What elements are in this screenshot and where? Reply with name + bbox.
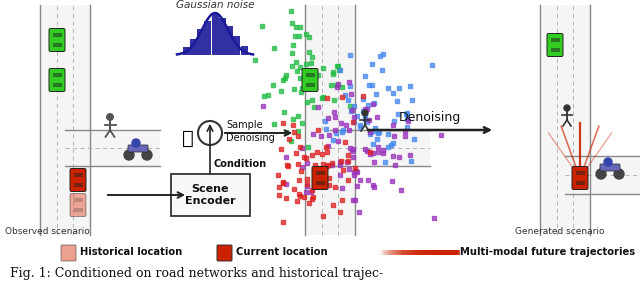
- Text: Current location: Current location: [236, 247, 328, 257]
- Circle shape: [604, 158, 612, 166]
- Bar: [197, 29, 204, 55]
- Text: Historical location: Historical location: [80, 247, 182, 257]
- FancyBboxPatch shape: [312, 166, 328, 190]
- Bar: [550, 48, 559, 52]
- Text: Denoising: Denoising: [399, 112, 461, 125]
- Bar: [305, 83, 314, 87]
- Text: Observed scenario: Observed scenario: [5, 227, 90, 236]
- Text: Gaussian noise: Gaussian noise: [176, 0, 254, 10]
- Bar: [565, 156, 640, 194]
- Circle shape: [132, 139, 140, 147]
- Circle shape: [198, 121, 222, 145]
- Bar: [40, 5, 90, 235]
- FancyBboxPatch shape: [70, 193, 86, 217]
- FancyBboxPatch shape: [600, 164, 620, 171]
- Bar: [74, 208, 83, 212]
- Bar: [182, 47, 189, 55]
- Bar: [219, 18, 226, 55]
- Text: Sample: Sample: [226, 120, 262, 130]
- Bar: [211, 13, 218, 55]
- FancyBboxPatch shape: [128, 145, 148, 152]
- Bar: [241, 46, 248, 55]
- Text: 👍: 👍: [182, 129, 194, 147]
- Bar: [226, 25, 233, 55]
- Text: Condition: Condition: [214, 159, 267, 169]
- FancyBboxPatch shape: [70, 168, 86, 192]
- FancyBboxPatch shape: [572, 166, 588, 190]
- Bar: [233, 36, 240, 55]
- Bar: [74, 198, 83, 202]
- Bar: [575, 181, 584, 185]
- Bar: [74, 183, 83, 187]
- FancyBboxPatch shape: [61, 245, 76, 261]
- Bar: [52, 43, 61, 47]
- Bar: [550, 38, 559, 42]
- Circle shape: [564, 105, 570, 111]
- Bar: [330, 130, 430, 166]
- Bar: [65, 130, 160, 166]
- Bar: [316, 181, 324, 185]
- FancyBboxPatch shape: [170, 174, 250, 216]
- Text: Multi-modal future trajectories: Multi-modal future trajectories: [460, 247, 635, 257]
- Bar: [52, 73, 61, 77]
- Bar: [204, 21, 211, 55]
- FancyBboxPatch shape: [49, 28, 65, 52]
- FancyBboxPatch shape: [217, 245, 232, 261]
- Circle shape: [107, 114, 113, 120]
- Text: Generated scenario: Generated scenario: [515, 227, 605, 236]
- Bar: [52, 83, 61, 87]
- Circle shape: [124, 150, 134, 160]
- FancyBboxPatch shape: [547, 33, 563, 57]
- Bar: [316, 171, 324, 175]
- Bar: [52, 33, 61, 37]
- Bar: [189, 39, 196, 55]
- Bar: [305, 73, 314, 77]
- Circle shape: [142, 150, 152, 160]
- FancyBboxPatch shape: [302, 69, 318, 91]
- Bar: [575, 171, 584, 175]
- FancyBboxPatch shape: [49, 69, 65, 91]
- Circle shape: [596, 169, 606, 179]
- Circle shape: [614, 169, 624, 179]
- Bar: [74, 173, 83, 177]
- Text: Denoising: Denoising: [226, 133, 275, 143]
- Text: Fig. 1: Conditioned on road networks and historical trajec-: Fig. 1: Conditioned on road networks and…: [10, 267, 383, 280]
- Bar: [540, 5, 590, 235]
- Circle shape: [362, 110, 368, 116]
- Bar: [305, 5, 355, 235]
- Text: Scene
Encoder: Scene Encoder: [185, 184, 236, 206]
